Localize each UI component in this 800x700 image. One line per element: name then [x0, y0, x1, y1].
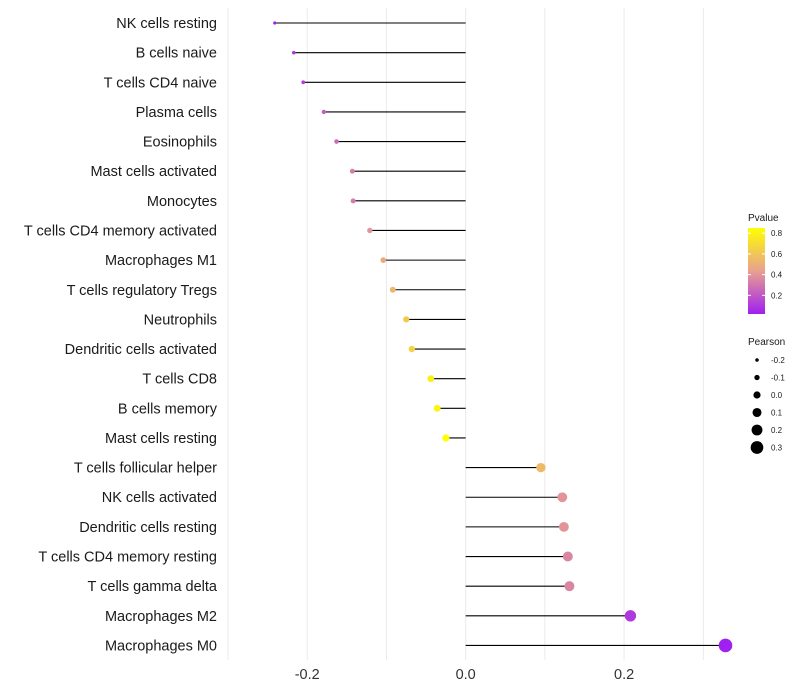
x-tick-label-0: -0.2: [295, 667, 320, 683]
point-4: [334, 139, 339, 144]
grid-layer: [227, 8, 704, 660]
point-13: [433, 404, 441, 412]
category-label-15: T cells follicular helper: [74, 461, 217, 477]
color-tick-label-1: 0.4: [771, 271, 783, 280]
category-label-1: B cells naive: [136, 46, 217, 62]
point-12: [427, 375, 435, 383]
point-8: [380, 257, 387, 263]
size-legend-point-2: [753, 391, 761, 399]
point-7: [367, 227, 373, 234]
size-legend-point-4: [751, 424, 763, 436]
category-label-20: Macrophages M2: [105, 609, 217, 625]
category-label-12: T cells CD8: [142, 372, 217, 388]
size-legend-label-5: 0.3: [771, 444, 783, 453]
color-legend-ticks: 0.2 0.4 0.6 0.8: [748, 229, 783, 300]
size-legend-label-4: 0.2: [771, 426, 783, 435]
category-label-3: Plasma cells: [136, 105, 217, 121]
color-tick-label-2: 0.6: [771, 250, 783, 259]
category-label-8: Macrophages M1: [105, 253, 217, 269]
point-5: [349, 168, 355, 174]
size-legend-label-1: -0.1: [771, 374, 785, 383]
color-legend-bar: [748, 228, 765, 314]
category-label-18: T cells CD4 memory resting: [38, 550, 217, 566]
point-17: [558, 521, 569, 532]
category-label-0: NK cells resting: [116, 16, 217, 32]
category-labels: NK cells resting B cells naive T cells CD4…: [24, 16, 218, 654]
size-legend-point-3: [752, 407, 762, 418]
point-1: [291, 50, 296, 55]
x-tick-label-2: 0.2: [614, 667, 634, 683]
category-label-4: Eosinophils: [143, 135, 217, 151]
point-19: [564, 581, 575, 592]
size-legend-label-0: -0.2: [771, 356, 785, 365]
size-legend-label-3: 0.1: [771, 409, 783, 418]
size-legend-items: -0.2 -0.1 0.0 0.1 0.2 0.3: [750, 356, 785, 454]
point-15: [536, 462, 546, 473]
point-2: [301, 80, 306, 85]
point-11: [408, 345, 415, 353]
category-label-14: Mast cells resting: [105, 431, 217, 447]
category-label-2: T cells CD4 naive: [104, 75, 217, 91]
category-label-16: NK cells activated: [102, 490, 217, 506]
category-label-17: Dendritic cells resting: [79, 520, 217, 536]
point-16: [557, 492, 568, 503]
size-legend-point-0: [755, 358, 759, 362]
category-label-7: T cells CD4 memory activated: [24, 223, 217, 239]
category-label-21: Macrophages M0: [105, 638, 217, 654]
color-tick-label-0: 0.2: [771, 291, 783, 300]
size-legend-title: Pearson: [748, 337, 785, 348]
stem-layer: [274, 22, 726, 646]
color-legend-title: Pvalue: [748, 213, 779, 224]
category-label-6: Monocytes: [147, 194, 217, 210]
category-label-19: T cells gamma delta: [88, 579, 218, 595]
category-label-5: Mast cells activated: [90, 164, 217, 180]
size-legend-label-2: 0.0: [771, 391, 783, 400]
point-18: [562, 551, 573, 562]
point-10: [403, 316, 410, 323]
point-6: [350, 198, 356, 204]
category-label-9: T cells regulatory Tregs: [67, 283, 217, 299]
category-label-10: Neutrophils: [144, 312, 217, 328]
point-14: [442, 434, 450, 442]
category-label-13: B cells memory: [118, 401, 218, 417]
point-20: [624, 610, 637, 622]
legend: Pvalue 0.2 0.4 0.6 0.8 Pearson -0.2 -0.1 0.0 0…: [748, 213, 785, 454]
size-legend-point-5: [750, 441, 764, 454]
point-3: [321, 109, 327, 115]
point-9: [389, 286, 396, 293]
point-layer: [273, 21, 733, 653]
point-0: [273, 21, 277, 25]
x-tick-labels: -0.2 0.0 0.2: [295, 667, 634, 683]
x-tick-label-1: 0.0: [456, 667, 476, 683]
category-label-11: Dendritic cells activated: [65, 342, 217, 358]
size-legend-point-1: [754, 374, 760, 381]
color-tick-label-3: 0.8: [771, 229, 783, 238]
point-21: [718, 638, 733, 653]
